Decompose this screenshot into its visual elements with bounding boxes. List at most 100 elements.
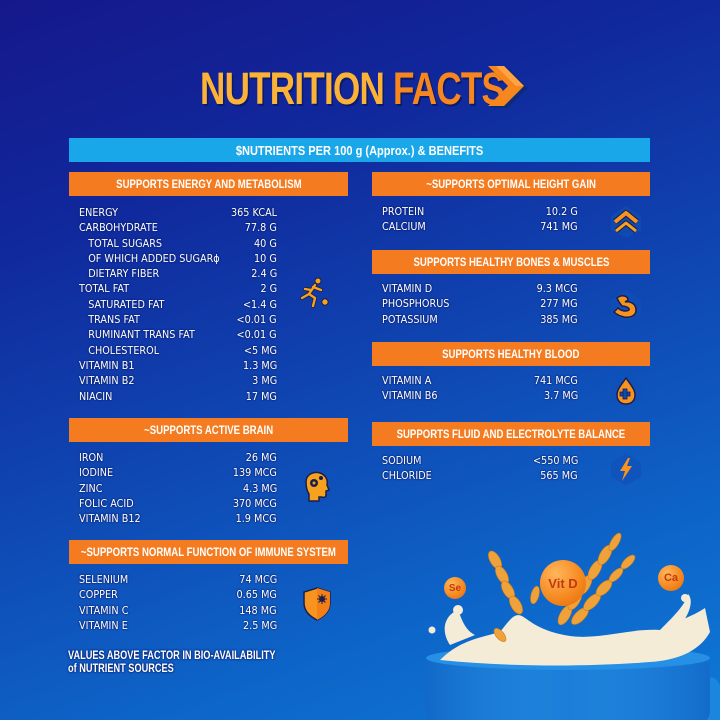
nutrient-value: 148 MG — [239, 604, 277, 617]
nutrient-name: TOTAL FAT — [79, 283, 130, 296]
nutrient-name: SELENIUM — [79, 574, 129, 586]
nutrient-value: <5 MG — [243, 344, 277, 357]
nutrient-value: 741 MCG — [533, 375, 578, 387]
nutrient-row: DIETARY FIBER 2.4 G — [79, 267, 277, 282]
nutrient-name: IRON — [79, 452, 104, 464]
section-title: SUPPORTS ENERGY AND METABOLISM — [115, 177, 302, 191]
section-header-immune: ~SUPPORTS NORMAL FUNCTION OF IMMUNE SYST… — [69, 540, 348, 564]
nutrient-name: DIETARY FIBER — [88, 268, 160, 281]
nutrient-name: POTASSIUM — [382, 313, 438, 326]
page-title: NUTRITION FACTS — [200, 62, 530, 114]
shield-virus-icon — [303, 587, 331, 621]
selenium-badge: Se — [444, 577, 466, 599]
nutrient-value: 9.3 MCG — [536, 283, 578, 295]
nutrient-name: SATURATED FAT — [88, 298, 165, 311]
nutrient-value: 1.9 MCG — [235, 513, 277, 526]
nutrient-name: COPPER — [79, 589, 118, 602]
nutrient-row: PROTEIN 10.2 G — [382, 205, 578, 220]
section-header-height: ~SUPPORTS OPTIMAL HEIGHT GAIN — [372, 172, 650, 196]
mug-with-milk-splash-icon — [425, 532, 720, 720]
section-rows-fluid: SODIUM <550 MG CHLORIDE 565 MG — [382, 454, 578, 485]
nutrient-name: OF WHICH ADDED SUGARϕ — [88, 252, 220, 265]
section-header-blood: SUPPORTS HEALTHY BLOOD — [372, 342, 650, 366]
vitamin-d-badge: Vit D — [540, 560, 586, 606]
nutrient-value: 385 MG — [540, 313, 578, 326]
nutrient-value: 3.7 MG — [543, 390, 578, 403]
nutrient-row: IODINE 139 MCG — [79, 466, 277, 481]
section-title: ~SUPPORTS OPTIMAL HEIGHT GAIN — [426, 177, 596, 191]
nutrient-name: VITAMIN B2 — [79, 375, 135, 388]
nutrient-row: IRON 26 MG — [79, 451, 277, 466]
nutrient-name: VITAMIN C — [79, 604, 129, 617]
running-athlete-icon — [300, 277, 329, 308]
blood-drop-plus-icon — [611, 375, 641, 407]
nutrient-value: 17 MG — [245, 390, 277, 403]
section-rows-immune: SELENIUM 74 MCG COPPER 0.65 MG VITAMIN C 14… — [79, 573, 277, 634]
nutrient-name: SODIUM — [382, 455, 422, 467]
section-header-energy: SUPPORTS ENERGY AND METABOLISM — [69, 172, 348, 196]
nutrient-row: TOTAL FAT 2 G — [79, 282, 277, 297]
nutrient-name: FOLIC ACID — [79, 497, 134, 510]
nutrient-row: SATURATED FAT <1.4 G — [79, 298, 277, 313]
subtitle-text: $NUTRIENTS PER 100 g (Approx.) & BENEFIT… — [235, 142, 484, 158]
nutrient-name: PROTEIN — [382, 206, 425, 218]
nutrient-value: 26 MG — [245, 452, 277, 464]
nutrient-value: 139 MCG — [232, 467, 277, 480]
nutrient-value: 741 MG — [540, 221, 578, 234]
footnote: VALUES ABOVE FACTOR IN BIO-AVAILABILITY … — [68, 650, 276, 676]
nutrient-row: VITAMIN B2 3 MG — [79, 374, 277, 389]
nutrient-row: CHOLESTEROL <5 MG — [79, 344, 277, 359]
nutrient-name: TOTAL SUGARS — [88, 237, 163, 250]
nutrient-name: ENERGY — [79, 207, 119, 219]
section-title: SUPPORTS HEALTHY BONES & MUSCLES — [413, 255, 609, 269]
nutrient-row: COPPER 0.65 MG — [79, 588, 277, 603]
section-title: ~SUPPORTS ACTIVE BRAIN — [144, 423, 273, 437]
section-rows-brain: IRON 26 MG IODINE 139 MCG ZINC 4.3 MG FOLIC… — [79, 451, 277, 527]
nutrient-value: 10 G — [254, 252, 277, 265]
title-part-2: FACTS — [393, 62, 505, 114]
nutrient-value: 565 MG — [540, 470, 578, 483]
section-header-fluid: SUPPORTS FLUID AND ELECTROLYTE BALANCE — [372, 422, 650, 446]
nutrient-value: 1.3 MG — [242, 359, 277, 372]
brain-gear-icon — [299, 469, 333, 503]
nutrient-row: CALCIUM 741 MG — [382, 220, 578, 235]
nutrient-name: CHOLESTEROL — [88, 344, 160, 357]
nutrient-value: <0.01 G — [236, 329, 277, 342]
nutrient-row: CARBOHYDRATE 77.8 G — [79, 221, 277, 236]
nutrient-value: 365 KCAL — [230, 207, 277, 219]
nutrient-name: PHOSPHORUS — [382, 298, 450, 311]
nutrient-row: OF WHICH ADDED SUGARϕ 10 G — [79, 252, 277, 267]
section-title: SUPPORTS FLUID AND ELECTROLYTE BALANCE — [396, 427, 626, 441]
footnote-line-1: VALUES ABOVE FACTOR IN BIO-AVAILABILITY — [68, 650, 276, 662]
nutrient-value: 77.8 G — [244, 222, 277, 235]
nutrient-value: 2.4 G — [251, 268, 277, 281]
title-part-1: NUTRITION — [200, 62, 394, 114]
nutrient-row: VITAMIN B1 1.3 MG — [79, 359, 277, 374]
title-text: NUTRITION FACTS — [200, 62, 505, 114]
nutrient-row: SELENIUM 74 MCG — [79, 573, 277, 588]
nutrient-value: 2.5 MG — [242, 619, 277, 632]
nutrient-name: VITAMIN E — [79, 619, 128, 632]
section-header-brain: ~SUPPORTS ACTIVE BRAIN — [69, 418, 348, 442]
flexed-arm-icon — [611, 290, 641, 322]
nutrient-row: VITAMIN C 148 MG — [79, 604, 277, 619]
section-rows-energy: ENERGY 365 KCAL CARBOHYDRATE 77.8 G TOTAL … — [79, 206, 277, 405]
nutrient-value: 4.3 MG — [242, 482, 277, 495]
nutrient-row: PHOSPHORUS 277 MG — [382, 297, 578, 312]
nutrient-name: VITAMIN B6 — [382, 390, 438, 403]
double-chevron-up-icon — [611, 206, 641, 238]
nutrient-name: VITAMIN B12 — [79, 513, 141, 526]
nutrient-row: TOTAL SUGARS 40 G — [79, 237, 277, 252]
section-header-bones: SUPPORTS HEALTHY BONES & MUSCLES — [372, 250, 650, 274]
nutrient-row: TRANS FAT <0.01 G — [79, 313, 277, 328]
footnote-line-2: of NUTRIENT SOURCES — [68, 663, 174, 675]
nutrient-name: VITAMIN B1 — [79, 359, 135, 372]
nutrient-name: TRANS FAT — [88, 314, 140, 327]
nutrient-name: RUMINANT TRANS FAT — [88, 329, 195, 342]
subtitle-bar: $NUTRIENTS PER 100 g (Approx.) & BENEFIT… — [69, 138, 650, 162]
nutrient-name: CARBOHYDRATE — [79, 222, 158, 235]
nutrient-row: NIACIN 17 MG — [79, 390, 277, 405]
section-rows-height: PROTEIN 10.2 G CALCIUM 741 MG — [382, 205, 578, 236]
section-title: SUPPORTS HEALTHY BLOOD — [442, 347, 580, 361]
nutrient-value: <550 MG — [532, 455, 578, 467]
